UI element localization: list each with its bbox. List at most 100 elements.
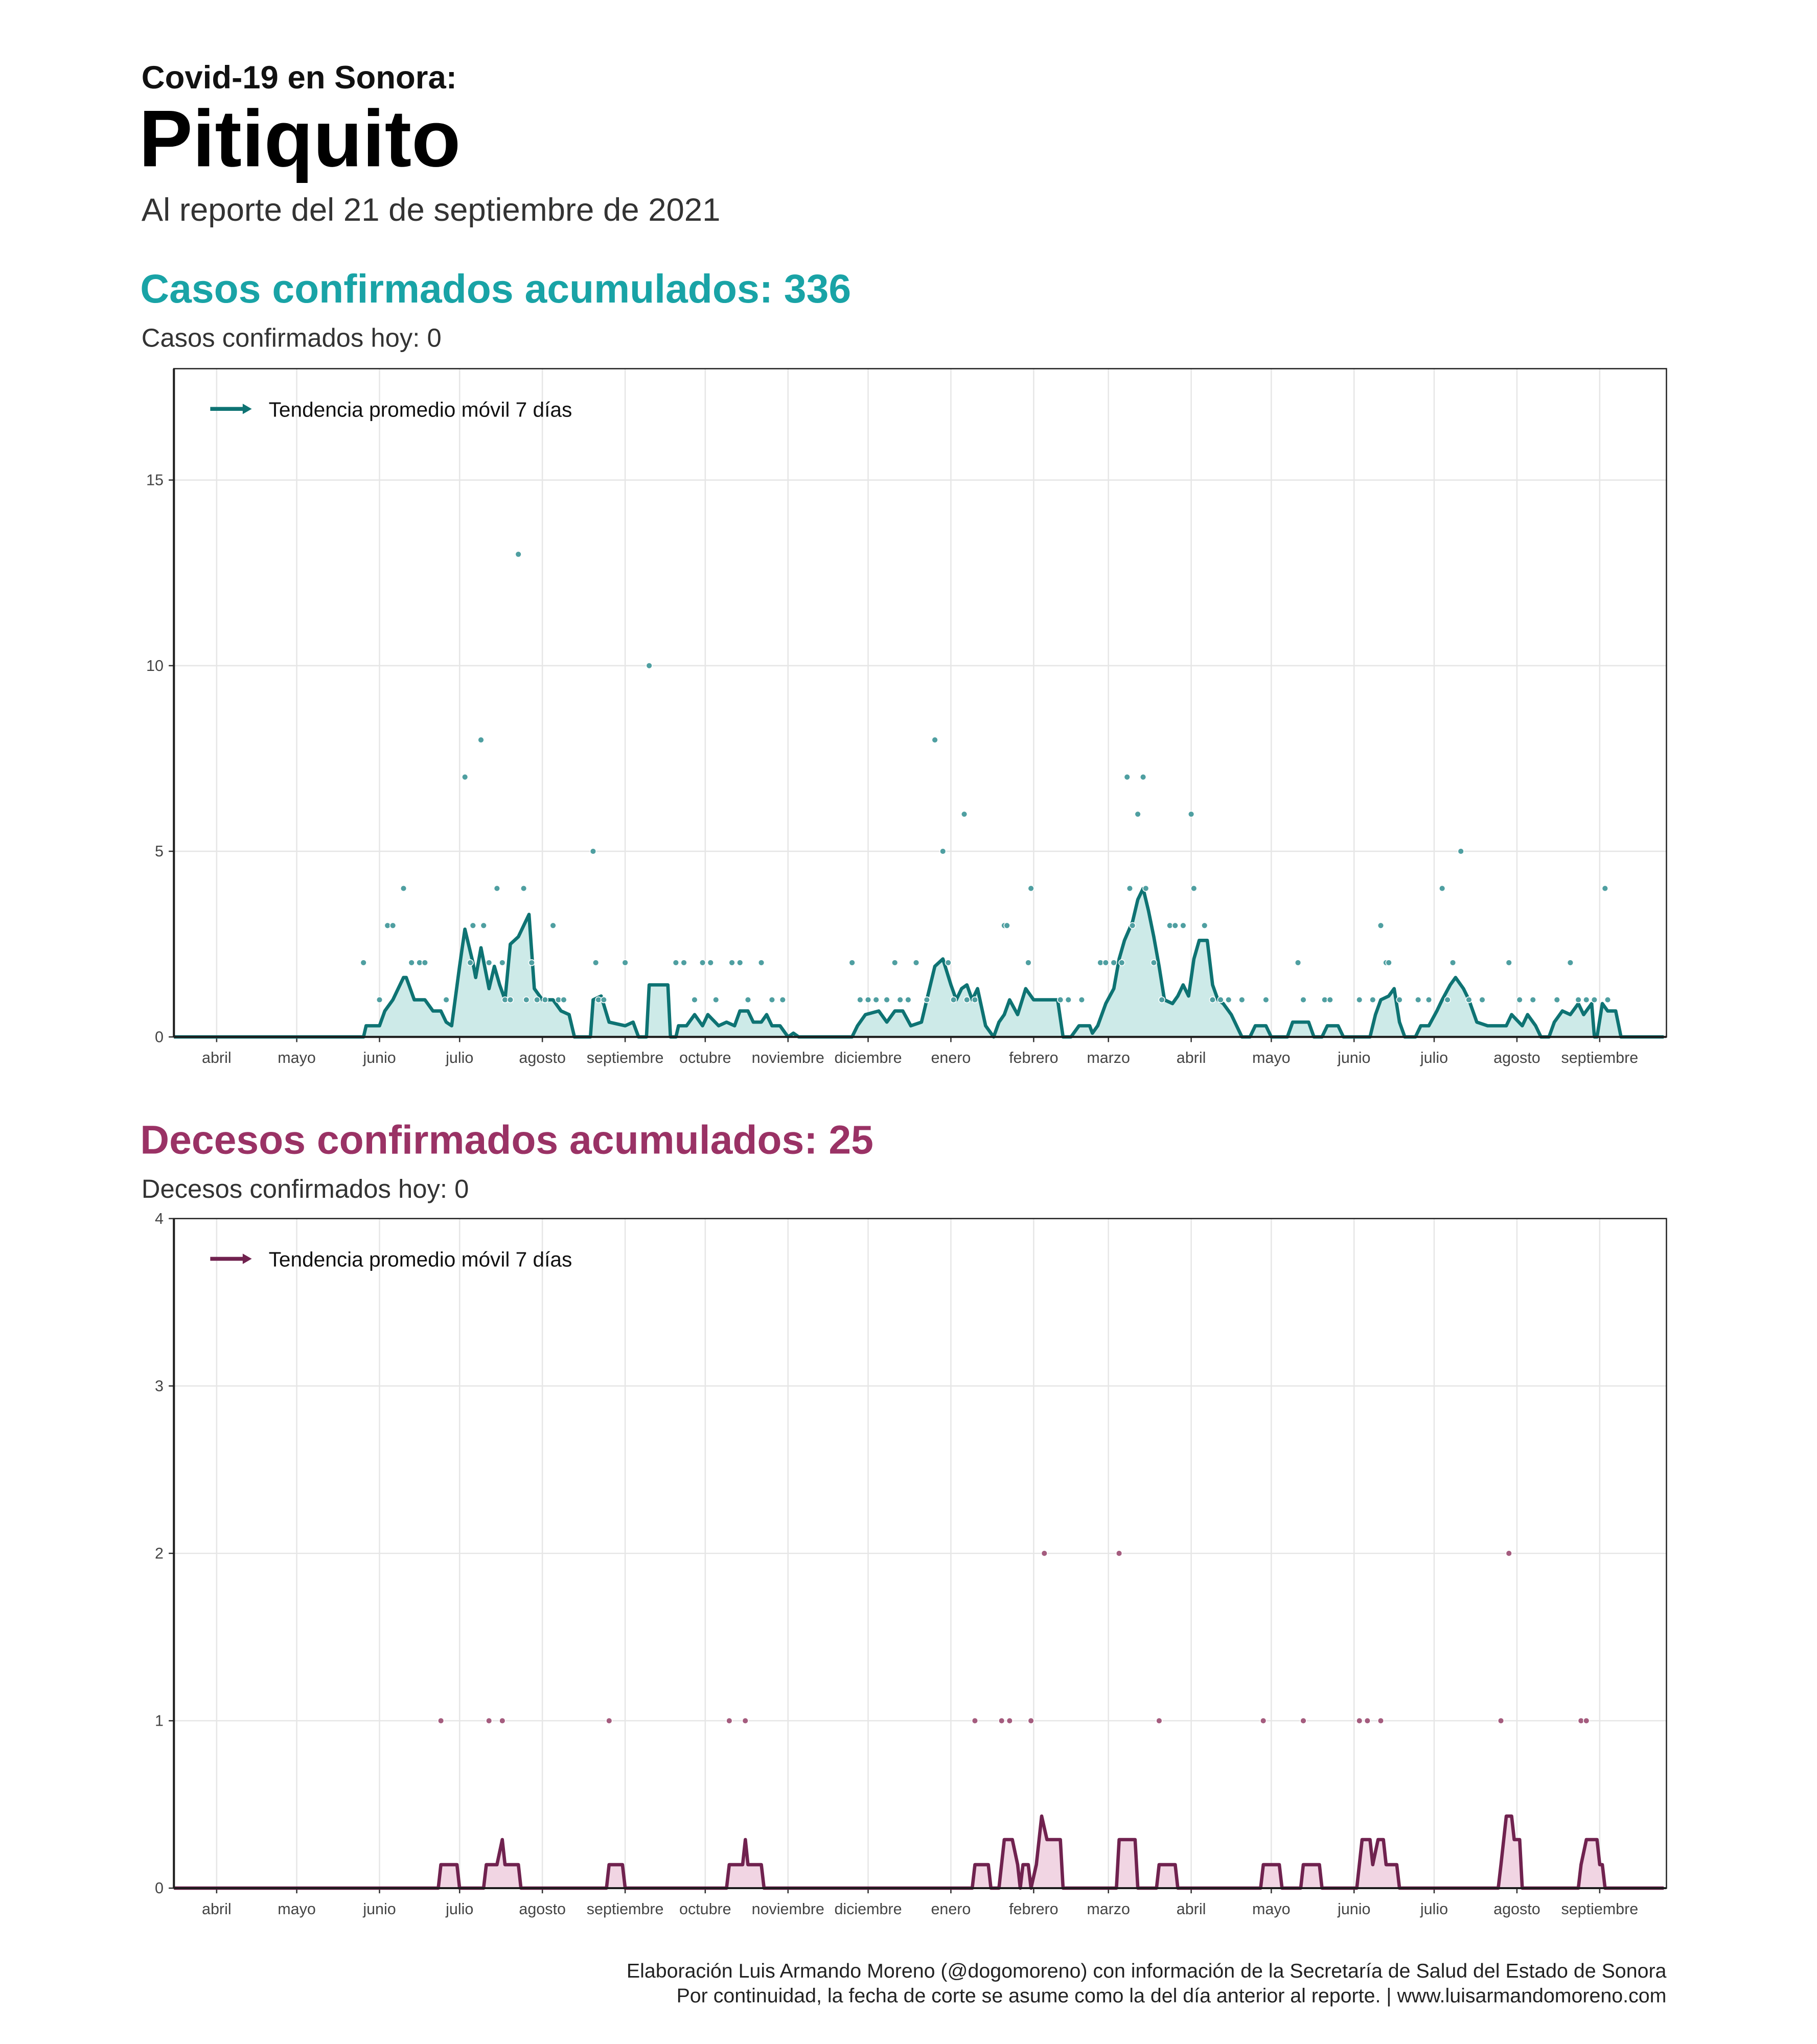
- daily-point: [712, 996, 720, 1004]
- daily-point: [1110, 959, 1117, 966]
- daily-point: [477, 736, 485, 744]
- daily-point: [1505, 959, 1512, 966]
- daily-point: [945, 959, 952, 966]
- legend-label: Tendencia promedio móvil 7 días: [269, 1248, 572, 1271]
- daily-point: [421, 959, 428, 966]
- x-tick-label: octubre: [679, 1900, 731, 1918]
- y-tick-label: 4: [155, 1210, 164, 1227]
- daily-point: [1238, 996, 1246, 1004]
- y-tick-label: 5: [155, 843, 164, 860]
- daily-point: [1601, 885, 1608, 892]
- daily-point: [549, 922, 557, 929]
- daily-point: [728, 959, 735, 966]
- daily-point: [499, 959, 506, 966]
- daily-point: [1027, 885, 1034, 892]
- daily-point: [486, 959, 493, 966]
- daily-point: [1003, 922, 1010, 929]
- footer-line: Elaboración Luis Armando Moreno (@dogomo…: [627, 1960, 1667, 1982]
- daily-point: [1567, 959, 1574, 966]
- daily-point: [963, 996, 971, 1004]
- x-tick-label: agosto: [1493, 1049, 1540, 1066]
- chart-title: Decesos confirmados acumulados: 25: [140, 1118, 873, 1163]
- daily-point: [1187, 810, 1195, 818]
- x-tick-label: septiembre: [1561, 1900, 1638, 1918]
- y-tick-label: 15: [146, 472, 164, 489]
- daily-point: [1377, 922, 1385, 929]
- daily-point: [998, 1717, 1005, 1725]
- daily-point: [691, 996, 698, 1004]
- daily-point: [1115, 1550, 1123, 1557]
- kicker: Covid-19 en Sonora:: [142, 60, 457, 96]
- x-tick-label: septiembre: [587, 1049, 664, 1066]
- x-tick-label: mayo: [278, 1049, 316, 1066]
- daily-point: [1123, 774, 1131, 781]
- daily-point: [1027, 1717, 1034, 1725]
- daily-point: [779, 996, 786, 1004]
- daily-point: [1150, 959, 1158, 966]
- daily-point: [1385, 959, 1392, 966]
- y-tick-label: 10: [146, 657, 164, 675]
- daily-point: [408, 959, 415, 966]
- daily-point: [1102, 959, 1110, 966]
- daily-point: [646, 662, 653, 669]
- x-tick-label: julio: [445, 1900, 473, 1918]
- daily-point: [923, 996, 931, 1004]
- daily-point: [1479, 996, 1486, 1004]
- x-tick-label: junio: [362, 1049, 396, 1066]
- daily-point: [1156, 1717, 1163, 1725]
- x-tick-label: julio: [1420, 1900, 1448, 1918]
- x-tick-label: abril: [1177, 1900, 1206, 1918]
- daily-point: [757, 959, 765, 966]
- x-tick-label: diciembre: [834, 1049, 902, 1066]
- daily-point: [768, 996, 776, 1004]
- daily-point: [883, 996, 890, 1004]
- x-tick-label: abril: [202, 1900, 232, 1918]
- daily-point: [592, 959, 600, 966]
- daily-point: [1209, 996, 1216, 1004]
- daily-point: [872, 996, 880, 1004]
- x-tick-label: septiembre: [1561, 1049, 1638, 1066]
- daily-point: [469, 922, 476, 929]
- daily-point: [467, 959, 474, 966]
- y-tick-label: 2: [155, 1545, 164, 1562]
- daily-point: [1364, 1717, 1371, 1725]
- x-tick-label: agosto: [519, 1049, 565, 1066]
- daily-point: [1575, 996, 1582, 1004]
- daily-point: [462, 774, 469, 781]
- daily-point: [534, 996, 541, 1004]
- daily-point: [400, 885, 407, 892]
- daily-point: [960, 810, 968, 818]
- daily-point: [600, 996, 607, 1004]
- daily-point: [1396, 996, 1403, 1004]
- daily-point: [1294, 959, 1302, 966]
- x-tick-label: noviembre: [752, 1900, 824, 1918]
- daily-point: [1190, 885, 1198, 892]
- y-tick-label: 0: [155, 1879, 164, 1897]
- daily-point: [1604, 996, 1612, 1004]
- daily-point: [857, 996, 864, 1004]
- daily-point: [560, 996, 567, 1004]
- daily-point: [1300, 996, 1307, 1004]
- daily-point: [360, 959, 367, 966]
- daily-point: [443, 996, 450, 1004]
- daily-point: [896, 996, 904, 1004]
- daily-point: [848, 959, 856, 966]
- legend-arrow: [242, 1253, 252, 1264]
- x-tick-label: febrero: [1009, 1049, 1059, 1066]
- daily-point: [1025, 959, 1032, 966]
- daily-point: [480, 922, 487, 929]
- x-tick-label: marzo: [1087, 1049, 1130, 1066]
- daily-point: [1134, 810, 1141, 818]
- daily-point: [1457, 848, 1464, 855]
- daily-point: [541, 996, 548, 1004]
- daily-point: [744, 996, 752, 1004]
- x-tick-label: septiembre: [587, 1900, 664, 1918]
- daily-point: [905, 996, 912, 1004]
- x-tick-label: octubre: [679, 1049, 731, 1066]
- x-tick-label: enero: [931, 1049, 971, 1066]
- daily-point: [1217, 996, 1224, 1004]
- daily-point: [726, 1717, 733, 1725]
- x-tick-label: junio: [1337, 1900, 1370, 1918]
